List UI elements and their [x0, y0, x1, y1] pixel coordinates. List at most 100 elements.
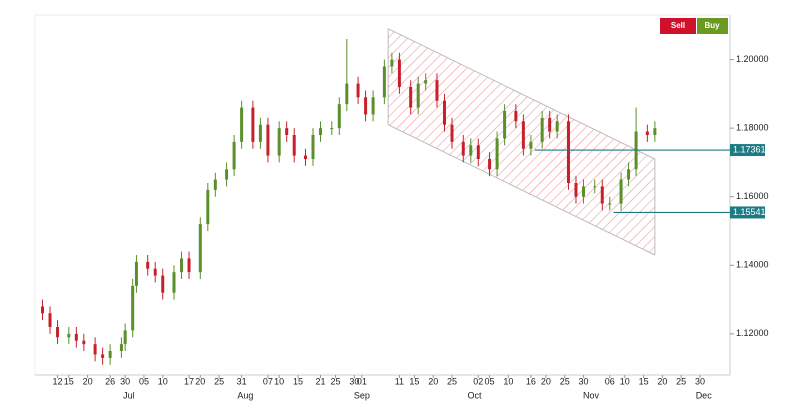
candle-body — [319, 128, 323, 135]
candle-body — [476, 145, 480, 159]
x-tick-label: 30 — [349, 376, 359, 386]
x-tick-label: 05 — [485, 376, 495, 386]
candle-body — [108, 351, 112, 358]
candle-body — [67, 333, 71, 338]
candle-body — [574, 183, 578, 197]
x-tick-label: 07 — [263, 376, 273, 386]
x-tick-label: 05 — [139, 376, 149, 386]
x-tick-label: 26 — [105, 376, 115, 386]
y-tick-label: 1.14000 — [736, 260, 769, 270]
x-tick-label: 10 — [274, 376, 284, 386]
sell-label[interactable]: Sell — [671, 21, 685, 30]
candle-body — [337, 104, 341, 129]
month-label: Dec — [696, 390, 713, 400]
candle-body — [608, 203, 612, 205]
candle-body — [566, 121, 570, 183]
x-tick-label: 31 — [237, 376, 247, 386]
x-tick-label: 30 — [695, 376, 705, 386]
candle-body — [74, 333, 78, 341]
candle-body — [503, 111, 507, 139]
candle-body — [56, 327, 60, 338]
candle-body — [435, 80, 439, 101]
month-label: Nov — [583, 390, 600, 400]
candle-body — [488, 159, 492, 170]
x-tick-label: 16 — [526, 376, 536, 386]
candle-body — [540, 117, 544, 142]
price-level-label: 1.15541 — [733, 207, 766, 217]
candle-body — [93, 344, 97, 355]
candle-body — [258, 124, 262, 142]
price-level-tag — [730, 206, 765, 219]
candle-body — [232, 141, 236, 170]
candle-body — [416, 83, 420, 108]
candle-body — [82, 340, 86, 345]
candle-body — [555, 121, 559, 132]
candle-body — [153, 268, 157, 276]
x-tick-label: 20 — [541, 376, 551, 386]
candle-body — [187, 258, 191, 273]
trade-buttons: Sell Buy — [660, 18, 728, 34]
x-tick-label: 10 — [503, 376, 513, 386]
candle-body — [450, 124, 454, 142]
price-level-label: 1.17361 — [733, 144, 766, 154]
candle-body — [134, 261, 138, 286]
candle-body — [303, 155, 307, 159]
candle-body — [645, 131, 649, 135]
candle-body — [225, 169, 229, 180]
candle-body — [442, 100, 446, 125]
month-label: Jul — [123, 390, 135, 400]
candle-body — [41, 306, 45, 314]
sell-button[interactable] — [660, 18, 696, 34]
x-tick-label: 10 — [620, 376, 630, 386]
x-tick-label: 20 — [657, 376, 667, 386]
candle-body — [409, 87, 413, 108]
price-level-tag — [730, 144, 765, 157]
candle-body — [382, 66, 386, 98]
x-tick-label: 20 — [83, 376, 93, 386]
channel-upper — [387, 28, 656, 160]
candle-body — [213, 179, 217, 190]
x-tick-label: 15 — [409, 376, 419, 386]
y-tick-label: 1.18000 — [736, 123, 769, 133]
candle-body — [581, 186, 585, 197]
candle-body — [469, 145, 473, 156]
buy-button[interactable] — [697, 18, 728, 34]
month-label: Aug — [237, 390, 253, 400]
x-tick-label: 15 — [639, 376, 649, 386]
x-tick-label: 25 — [676, 376, 686, 386]
candle-body — [514, 111, 518, 122]
x-tick-label: 10 — [158, 376, 168, 386]
candle-body — [653, 128, 657, 135]
channel-fill — [388, 28, 655, 256]
candle-body — [364, 97, 368, 115]
x-tick-label: 15 — [293, 376, 303, 386]
candle-body — [277, 128, 281, 156]
candle-body — [397, 59, 401, 87]
candle-body — [251, 107, 255, 142]
y-tick-label: 1.16000 — [736, 191, 769, 201]
candle-body — [240, 107, 244, 142]
candle-body — [424, 80, 428, 84]
x-tick-label: 20 — [428, 376, 438, 386]
candle-body — [119, 344, 123, 351]
candle-body — [619, 179, 623, 204]
x-tick-label: 21 — [316, 376, 326, 386]
x-tick-label: 15 — [64, 376, 74, 386]
candle-body — [48, 313, 52, 327]
candle-body — [495, 138, 499, 170]
x-tick-label: 11 — [395, 376, 404, 386]
y-tick-label: 1.12000 — [736, 328, 769, 338]
x-tick-label: 25 — [214, 376, 224, 386]
buy-label[interactable]: Buy — [704, 21, 720, 30]
candle-body — [172, 272, 176, 293]
candle-body — [161, 275, 165, 293]
month-label: Oct — [468, 390, 483, 400]
x-tick-label: 25 — [331, 376, 341, 386]
candle-body — [390, 59, 394, 67]
x-tick-label: 20 — [195, 376, 205, 386]
candle-body — [593, 186, 597, 188]
candle-body — [292, 135, 296, 156]
x-tick-label: 25 — [560, 376, 570, 386]
